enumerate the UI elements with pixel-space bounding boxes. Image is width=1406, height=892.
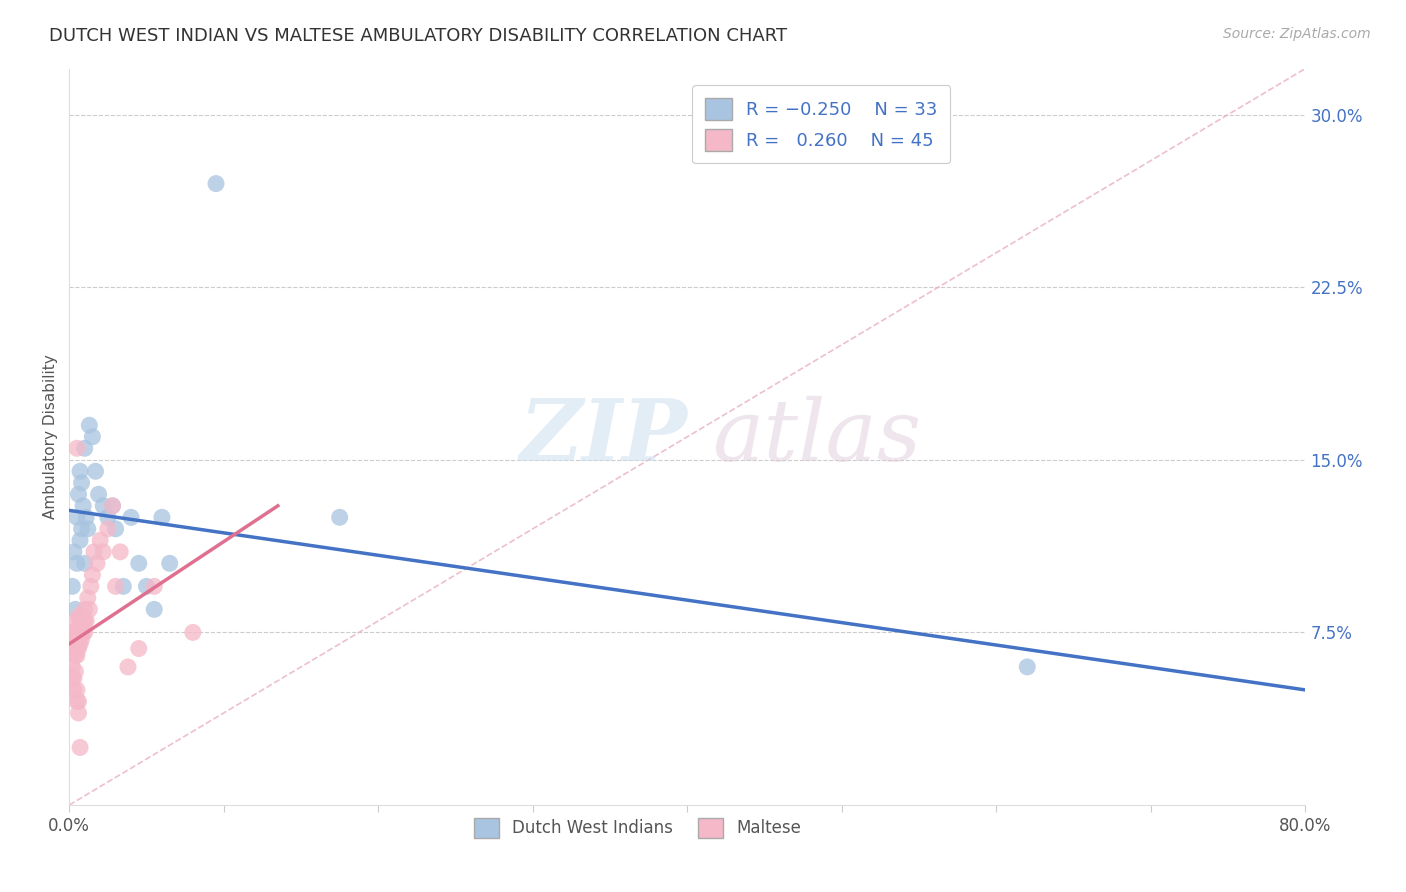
Point bbox=[70, 632, 93, 647]
Text: atlas: atlas bbox=[711, 395, 921, 478]
Y-axis label: Ambulatory Disability: Ambulatory Disability bbox=[44, 354, 58, 519]
Point bbox=[60, 637, 83, 651]
Point bbox=[70, 621, 93, 635]
Point bbox=[69, 625, 91, 640]
Point bbox=[76, 591, 98, 605]
Point bbox=[70, 475, 93, 490]
Point bbox=[72, 499, 94, 513]
Point bbox=[66, 614, 89, 628]
Point bbox=[97, 522, 120, 536]
Point bbox=[159, 557, 181, 571]
Point bbox=[101, 499, 124, 513]
Point bbox=[67, 487, 90, 501]
Point bbox=[69, 740, 91, 755]
Point bbox=[73, 625, 96, 640]
Point bbox=[73, 442, 96, 456]
Point bbox=[66, 510, 89, 524]
Point bbox=[63, 648, 86, 663]
Point bbox=[65, 665, 87, 679]
Point bbox=[73, 614, 96, 628]
Point bbox=[60, 625, 83, 640]
Point bbox=[91, 499, 114, 513]
Point bbox=[117, 660, 139, 674]
Point bbox=[143, 602, 166, 616]
Point bbox=[65, 625, 87, 640]
Point bbox=[63, 545, 86, 559]
Point bbox=[65, 648, 87, 663]
Point bbox=[72, 625, 94, 640]
Point bbox=[67, 706, 90, 720]
Text: DUTCH WEST INDIAN VS MALTESE AMBULATORY DISABILITY CORRELATION CHART: DUTCH WEST INDIAN VS MALTESE AMBULATORY … bbox=[49, 27, 787, 45]
Point bbox=[1017, 660, 1039, 674]
Point bbox=[75, 510, 97, 524]
Point bbox=[97, 510, 120, 524]
Point bbox=[120, 510, 142, 524]
Point bbox=[205, 177, 228, 191]
Point bbox=[110, 545, 132, 559]
Point bbox=[67, 609, 90, 624]
Point bbox=[80, 579, 103, 593]
Point bbox=[104, 522, 127, 536]
Point bbox=[101, 499, 124, 513]
Point bbox=[84, 464, 107, 478]
Point bbox=[69, 637, 91, 651]
Point bbox=[60, 672, 83, 686]
Point bbox=[128, 557, 150, 571]
Point bbox=[63, 625, 86, 640]
Point bbox=[128, 641, 150, 656]
Point bbox=[79, 602, 101, 616]
Point bbox=[67, 641, 90, 656]
Point bbox=[63, 637, 86, 651]
Point bbox=[66, 557, 89, 571]
Point bbox=[72, 614, 94, 628]
Point bbox=[75, 614, 97, 628]
Point bbox=[83, 545, 105, 559]
Point bbox=[67, 694, 90, 708]
Point bbox=[66, 694, 89, 708]
Point bbox=[181, 625, 204, 640]
Point bbox=[329, 510, 352, 524]
Point bbox=[60, 660, 83, 674]
Point bbox=[69, 614, 91, 628]
Legend: Dutch West Indians, Maltese: Dutch West Indians, Maltese bbox=[467, 811, 808, 845]
Point bbox=[66, 637, 89, 651]
Point bbox=[82, 567, 104, 582]
Point bbox=[67, 632, 90, 647]
Point bbox=[104, 579, 127, 593]
Point bbox=[66, 442, 89, 456]
Point bbox=[82, 430, 104, 444]
Text: Source: ZipAtlas.com: Source: ZipAtlas.com bbox=[1223, 27, 1371, 41]
Point bbox=[67, 621, 90, 635]
Point bbox=[86, 557, 108, 571]
Point bbox=[63, 672, 86, 686]
Point bbox=[65, 637, 87, 651]
Point bbox=[70, 522, 93, 536]
Text: ZIP: ZIP bbox=[519, 395, 688, 478]
Point bbox=[66, 625, 89, 640]
Point bbox=[69, 533, 91, 548]
Point bbox=[89, 533, 111, 548]
Point bbox=[79, 418, 101, 433]
Point bbox=[150, 510, 173, 524]
Point bbox=[60, 579, 83, 593]
Point bbox=[66, 682, 89, 697]
Point bbox=[63, 682, 86, 697]
Point bbox=[73, 602, 96, 616]
Point bbox=[69, 464, 91, 478]
Point bbox=[70, 609, 93, 624]
Point bbox=[73, 557, 96, 571]
Point bbox=[66, 648, 89, 663]
Point bbox=[65, 602, 87, 616]
Point bbox=[91, 545, 114, 559]
Point bbox=[112, 579, 135, 593]
Point bbox=[87, 487, 110, 501]
Point bbox=[76, 522, 98, 536]
Point bbox=[143, 579, 166, 593]
Point bbox=[135, 579, 157, 593]
